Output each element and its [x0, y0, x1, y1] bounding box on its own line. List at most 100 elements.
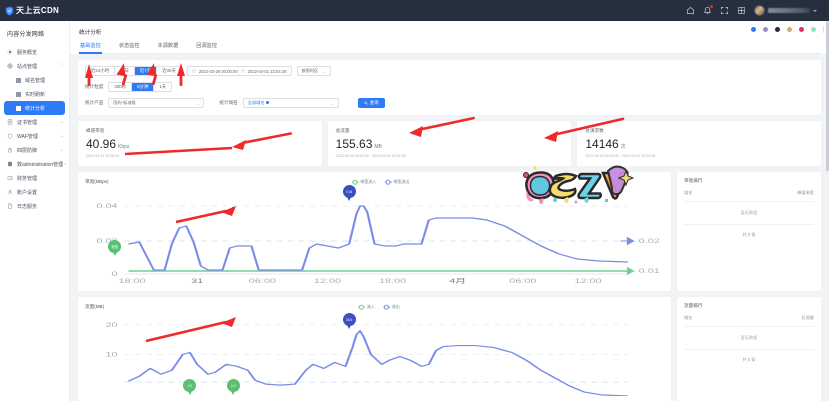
range-7d-button[interactable]: 近7天 — [134, 67, 158, 75]
time-range-row: 近24小时 今日 近7天 近30天 2022-03-26 00:00:00 — [85, 66, 814, 76]
granularity-5min-button[interactable]: 5分钟 — [132, 83, 155, 91]
body-row: 内容分发网络 服务概览 站点管理 ⌃ — [0, 21, 829, 401]
database-icon — [7, 161, 13, 167]
theme-dot-blue[interactable] — [750, 27, 756, 32]
svg-text:0.01: 0.01 — [639, 268, 660, 275]
svg-text:06:00: 06:00 — [249, 278, 276, 285]
sidebar-item-service-overview[interactable]: 服务概览 — [0, 45, 69, 59]
metric-value-row: 14146 次 — [585, 138, 813, 150]
vertical-scrollbar[interactable] — [826, 21, 829, 401]
bandwidth-rank-title: 带宽排行 — [684, 178, 703, 183]
sidebar-item-label: 服务概览 — [17, 49, 38, 56]
sidebar-item-certificate-management[interactable]: 证书管理 ⌄ — [0, 115, 69, 129]
metric-label: 峰值带宽 — [86, 128, 105, 133]
tab-status-monitoring[interactable]: 状态监控 — [118, 43, 140, 49]
metric-card-total-requests: 总请求数 14146 次 2022-03-26 00:00:00 - 2022-0… — [577, 121, 822, 166]
svg-text:06:00: 06:00 — [509, 278, 536, 285]
sidebar-title: 内容分发网络 — [7, 32, 45, 38]
range-24h-button[interactable]: 近24小时 — [86, 67, 116, 75]
chevron-down-icon: ⌄ — [63, 160, 68, 167]
granularity-segment: 300秒 5分钟 1天 — [108, 82, 173, 92]
wallet-icon — [7, 175, 13, 181]
granularity-row: 统计粒度 300秒 5分钟 1天 — [85, 82, 814, 92]
sidebar-item-finance-management[interactable]: 财务管理 — [0, 171, 69, 185]
sidebar-item-statistics-analysis[interactable]: 统计分析 — [4, 101, 65, 115]
user-menu[interactable] — [754, 5, 823, 16]
app-logo[interactable]: 天上云CDN — [0, 5, 70, 16]
apps-grid-icon[interactable] — [737, 6, 746, 15]
legend-item-traffic-out[interactable]: 流出 — [383, 304, 400, 310]
list-icon — [15, 77, 21, 83]
chevron-down-icon: ⌄ — [59, 146, 64, 153]
traffic-plot: 20 10 18.6 0.3 0.2 — [85, 311, 664, 396]
traffic-plot-svg: 20 10 — [106, 321, 628, 396]
bell-icon[interactable] — [703, 5, 713, 15]
theme-dot-tan[interactable] — [786, 27, 792, 32]
bandwidth-chart-title: 带宽(Mbps) — [85, 179, 109, 184]
bandwidth-rank-header: 域名 峰值带宽 — [684, 190, 814, 201]
home-icon[interactable] — [686, 6, 695, 15]
sidebar-item-layer4-defense[interactable]: 四层防御 ⌄ — [0, 143, 69, 157]
date-range-picker[interactable]: 2022-03-26 00:00:00 2022-04-01 22:04:35 — [186, 66, 292, 76]
timezone-select[interactable]: 按照时区 ⌄ — [296, 66, 331, 76]
content-area: 近24小时 今日 近7天 近30天 2022-03-26 00:00:00 — [70, 54, 829, 401]
shield-icon — [7, 133, 13, 139]
metric-value-row: 40.96 Kbps — [86, 138, 314, 150]
svg-text:0.02: 0.02 — [639, 238, 660, 245]
theme-dot-dark[interactable] — [774, 27, 780, 32]
legend-label-outbound: 带宽流出 — [393, 179, 410, 184]
traffic-rank-panel: 流量排行 域名 总流量 暂无数据 共 0 条 — [677, 297, 821, 401]
timezone-value: 按照时区 — [301, 68, 319, 73]
sidebar-item-data-management[interactable]: 数administration管理 ⌄ — [0, 157, 69, 171]
fullscreen-icon[interactable] — [720, 6, 729, 15]
bandwidth-peak-value: 0.04 — [346, 189, 353, 194]
product-value: 国内-标准版 — [113, 100, 136, 105]
theme-dot-purple[interactable] — [762, 27, 768, 32]
chevron-down-icon: ⌄ — [59, 132, 64, 139]
domain-select[interactable]: 全部域名 ⌄ — [242, 98, 339, 108]
traffic-rank-col-domain: 域名 — [684, 315, 693, 320]
query-button[interactable]: 查询 — [357, 98, 385, 108]
sidebar-item-log-service[interactable]: 日志服务 — [0, 199, 69, 213]
granularity-1day-button[interactable]: 1天 — [154, 83, 172, 91]
svg-text:18:00: 18:00 — [379, 278, 406, 285]
sidebar-menu: 服务概览 站点管理 ⌃ 域名管理 — [0, 45, 69, 213]
granularity-300s-button[interactable]: 300秒 — [109, 83, 133, 91]
tab-basic-monitoring[interactable]: 基础监控 — [79, 40, 102, 54]
legend-label-inbound: 带宽流入 — [360, 179, 377, 184]
page-header: 统计分析 基础监控 状态监控 本源数据 回源监控 — [70, 21, 829, 54]
date-end-value: 2022-04-01 22:04:35 — [247, 68, 287, 74]
sidebar-item-realtime-refresh[interactable]: 实时刷新 — [0, 87, 69, 101]
sidebar-item-label: 域名管理 — [25, 77, 46, 84]
bandwidth-rank-panel: 带宽排行 域名 峰值带宽 暂无数据 共 0 条 — [677, 172, 821, 291]
sidebar-item-domain-management[interactable]: 域名管理 — [0, 73, 69, 87]
range-30d-button[interactable]: 近30天 — [157, 67, 181, 75]
legend-item-inbound[interactable]: 带宽流入 — [351, 179, 376, 185]
svg-text:18:00: 18:00 — [118, 278, 145, 285]
chevron-up-icon: ⌃ — [59, 62, 64, 69]
sidebar-item-site-management[interactable]: 站点管理 ⌃ — [0, 59, 69, 73]
theme-dot-mint[interactable] — [810, 27, 816, 32]
range-today-button[interactable]: 今日 — [115, 67, 135, 75]
sidebar-item-label: 账户设置 — [17, 189, 38, 196]
metric-label: 总流量 — [335, 128, 350, 133]
legend-item-outbound[interactable]: 带宽流出 — [384, 179, 409, 185]
theme-dot-red[interactable] — [798, 27, 804, 32]
domain-selected-dot — [265, 101, 269, 105]
chevron-down-icon — [813, 9, 817, 12]
sidebar-item-waf-management[interactable]: WAF管理 ⌄ — [0, 129, 69, 143]
bandwidth-inbound-marker: 峰值 — [108, 240, 122, 253]
sidebar-item-account-settings[interactable]: 账户设置 — [0, 185, 69, 199]
tab-origin-data[interactable]: 本源数据 — [157, 43, 179, 49]
traffic-peak-marker: 18.6 — [342, 313, 356, 326]
legend-item-traffic-in[interactable]: 流入 — [358, 304, 375, 310]
legend-marker-traffic-in — [358, 305, 365, 309]
traffic-in-marker-2: 0.2 — [226, 379, 240, 392]
svg-text:0: 0 — [112, 271, 118, 278]
bandwidth-chart-legend: 带宽流入 带宽流出 — [351, 179, 409, 185]
time-range-segment: 近24小时 今日 近7天 近30天 — [85, 66, 182, 76]
product-select[interactable]: 国内-标准版 ⌄ — [108, 98, 205, 108]
scrollbar-thumb[interactable] — [826, 21, 829, 171]
tab-back-to-origin-monitoring[interactable]: 回源监控 — [196, 43, 218, 49]
